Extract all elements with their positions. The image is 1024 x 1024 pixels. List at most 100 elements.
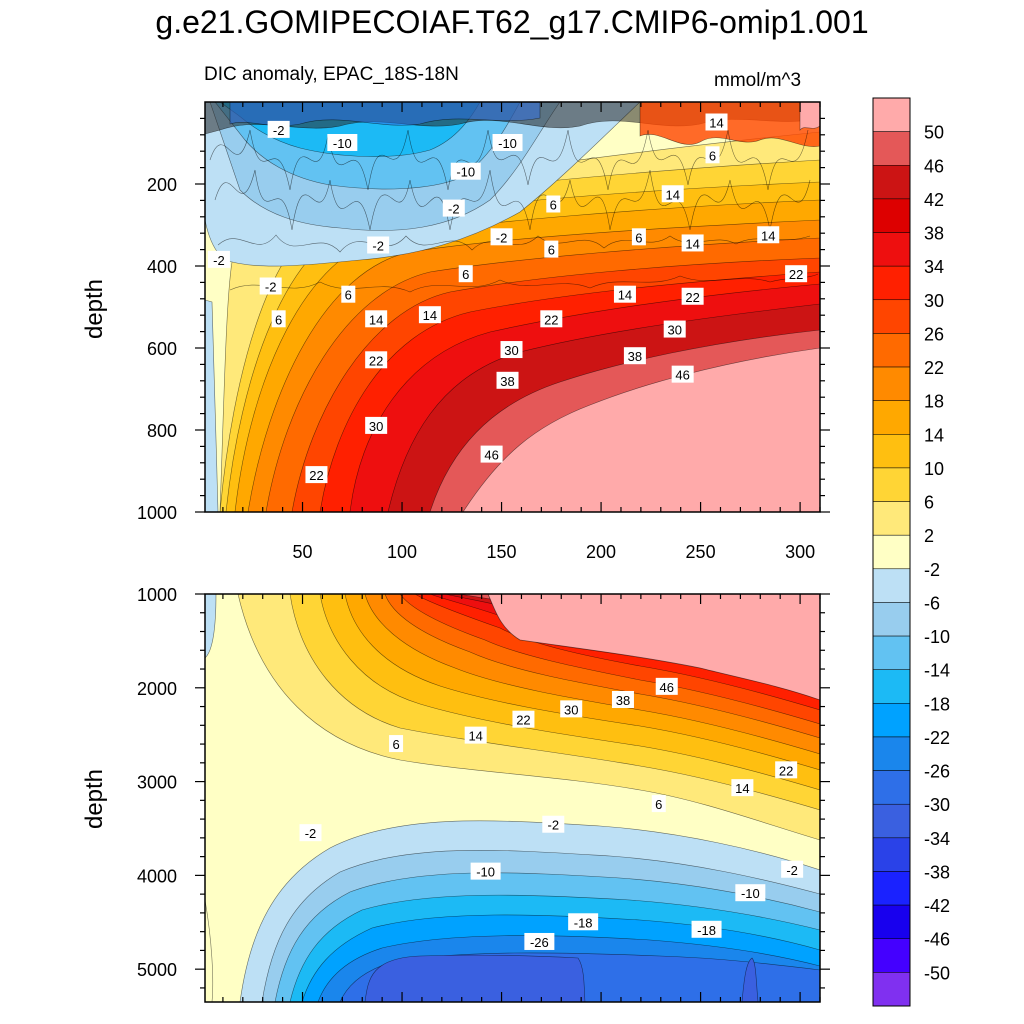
colorbar-swatch bbox=[872, 534, 911, 570]
colorbar-label: -26 bbox=[924, 762, 950, 782]
contour-label-text: 6 bbox=[635, 230, 642, 245]
colorbar-label: 18 bbox=[924, 392, 944, 412]
contour-label-text: 30 bbox=[369, 419, 383, 434]
contour-label-text: -2 bbox=[372, 239, 384, 254]
y-tick-label: 1000 bbox=[137, 503, 177, 523]
contour-label-text: 6 bbox=[655, 797, 662, 812]
contour-label-box bbox=[631, 228, 646, 246]
y-tick-label: 800 bbox=[147, 421, 177, 441]
contour-label-box bbox=[544, 240, 559, 258]
contour-label-text: 14 bbox=[761, 228, 775, 243]
contour-label-text: 38 bbox=[628, 349, 642, 364]
contour-label: 14 bbox=[365, 310, 388, 328]
contour-label-box bbox=[735, 884, 766, 902]
contour-label: 6 bbox=[544, 240, 559, 258]
contour-label-box bbox=[207, 250, 230, 268]
contour-label-text: -18 bbox=[574, 915, 593, 930]
contour-label-text: -2 bbox=[213, 253, 225, 268]
contour-label-box bbox=[785, 265, 808, 283]
contour-label: 6 bbox=[631, 228, 646, 246]
colorbar-label: 30 bbox=[924, 291, 944, 311]
contour-label-text: -10 bbox=[476, 865, 495, 880]
colorbar-swatch bbox=[872, 972, 911, 1007]
lower-contour-labels: 46 38 30 22 14 6 22 14 6 -2 -2 -2 -10 -10 -18 -18 -26 bbox=[299, 677, 804, 950]
colorbar-swatch bbox=[872, 837, 911, 872]
contour-label-box bbox=[775, 761, 798, 779]
contour-label-box bbox=[389, 735, 404, 753]
contour-label-text: 22 bbox=[544, 312, 558, 327]
y-tick-label: 200 bbox=[147, 175, 177, 195]
colorbar-swatch bbox=[872, 501, 911, 536]
contour-label-text: -2 bbox=[496, 230, 508, 245]
contour-label-box bbox=[613, 285, 636, 303]
y-tick-label: 3000 bbox=[137, 773, 177, 793]
contour-label-text: 14 bbox=[423, 308, 437, 323]
contour-label-box bbox=[540, 310, 563, 328]
contour-label-text: -10 bbox=[333, 136, 352, 151]
contour-label-box bbox=[661, 185, 684, 203]
colorbar-label: -18 bbox=[924, 694, 950, 714]
colorbar-swatch bbox=[872, 467, 911, 502]
contour-label: 22 bbox=[512, 710, 535, 728]
contour-label: 38 bbox=[496, 371, 519, 389]
contour-label-text: -2 bbox=[786, 863, 798, 878]
contour-label-text: -26 bbox=[530, 935, 549, 950]
x-tick-label: 250 bbox=[686, 542, 716, 562]
colorbar-label: 22 bbox=[924, 358, 944, 378]
contour-label-text: 6 bbox=[550, 198, 557, 213]
contour-label-text: -2 bbox=[448, 202, 460, 217]
lower-axis-ticks bbox=[195, 593, 830, 1002]
contour-label: 46 bbox=[655, 677, 678, 695]
contour-label: 46 bbox=[480, 445, 503, 463]
contour-label-text: 30 bbox=[504, 343, 518, 358]
contour-label-text: 6 bbox=[392, 737, 399, 752]
contour-label-box bbox=[367, 236, 390, 254]
chart-title: g.e21.GOMIPECOIAF.T62_g17.CMIP6-omip1.00… bbox=[155, 4, 869, 40]
contour-label-box bbox=[365, 310, 388, 328]
contour-label-text: -10 bbox=[456, 165, 475, 180]
colorbar-swatch bbox=[872, 770, 911, 805]
contour-label: 14 bbox=[757, 226, 780, 244]
colorbar-swatch bbox=[872, 265, 911, 301]
y-tick-label: 400 bbox=[147, 257, 177, 277]
colorbar-swatch bbox=[872, 703, 911, 738]
contour-label-box bbox=[327, 134, 358, 151]
contour-label-box bbox=[560, 700, 583, 718]
contour-label-box bbox=[663, 320, 686, 338]
contour-label-text: 6 bbox=[345, 288, 352, 303]
colorbar-label: -50 bbox=[924, 963, 950, 983]
contour-label-box bbox=[681, 234, 704, 252]
colorbar-frame bbox=[872, 97, 911, 1007]
colorbar-swatch bbox=[872, 904, 911, 939]
contour-label-box bbox=[705, 113, 728, 131]
lower-axis-tick-labels: 1000 2000 3000 4000 5000 bbox=[137, 585, 177, 980]
contour-label: 30 bbox=[663, 320, 686, 338]
colorbar-label: -10 bbox=[924, 627, 950, 647]
colorbar-label: 50 bbox=[924, 123, 944, 143]
colorbar-label: -14 bbox=[924, 661, 950, 681]
x-tick-label: 300 bbox=[785, 542, 815, 562]
contour-label-box bbox=[365, 351, 388, 369]
colorbar-swatch bbox=[872, 938, 911, 973]
contour-label-text: 22 bbox=[309, 468, 323, 483]
colorbar-label: -46 bbox=[924, 930, 950, 950]
contour-label: 30 bbox=[560, 700, 583, 718]
colorbar-label: 26 bbox=[924, 324, 944, 344]
contour-label-text: 6 bbox=[462, 267, 469, 282]
contour-label: -2 bbox=[542, 815, 565, 833]
colorbar-label: 6 bbox=[924, 493, 934, 513]
contour-label-box bbox=[271, 310, 286, 328]
contour-label-text: -10 bbox=[741, 886, 760, 901]
contour-label: 22 bbox=[305, 466, 328, 484]
colorbar-swatch bbox=[872, 736, 911, 771]
contour-label-text: 6 bbox=[709, 148, 716, 163]
contour-label: -26 bbox=[524, 932, 555, 950]
contour-label-text: -2 bbox=[305, 826, 317, 841]
contour-label-box bbox=[299, 824, 322, 842]
contour-label-text: 22 bbox=[516, 713, 530, 728]
contour-label: -2 bbox=[259, 277, 282, 295]
contour-label-box bbox=[450, 162, 481, 180]
contour-label: 14 bbox=[731, 779, 754, 797]
colorbar-labels: 50 46 42 38 34 30 26 22 18 14 10 6 2 -2 -6 -10 -14 -18 -22… bbox=[924, 123, 950, 984]
contour-label: -10 bbox=[450, 162, 481, 180]
